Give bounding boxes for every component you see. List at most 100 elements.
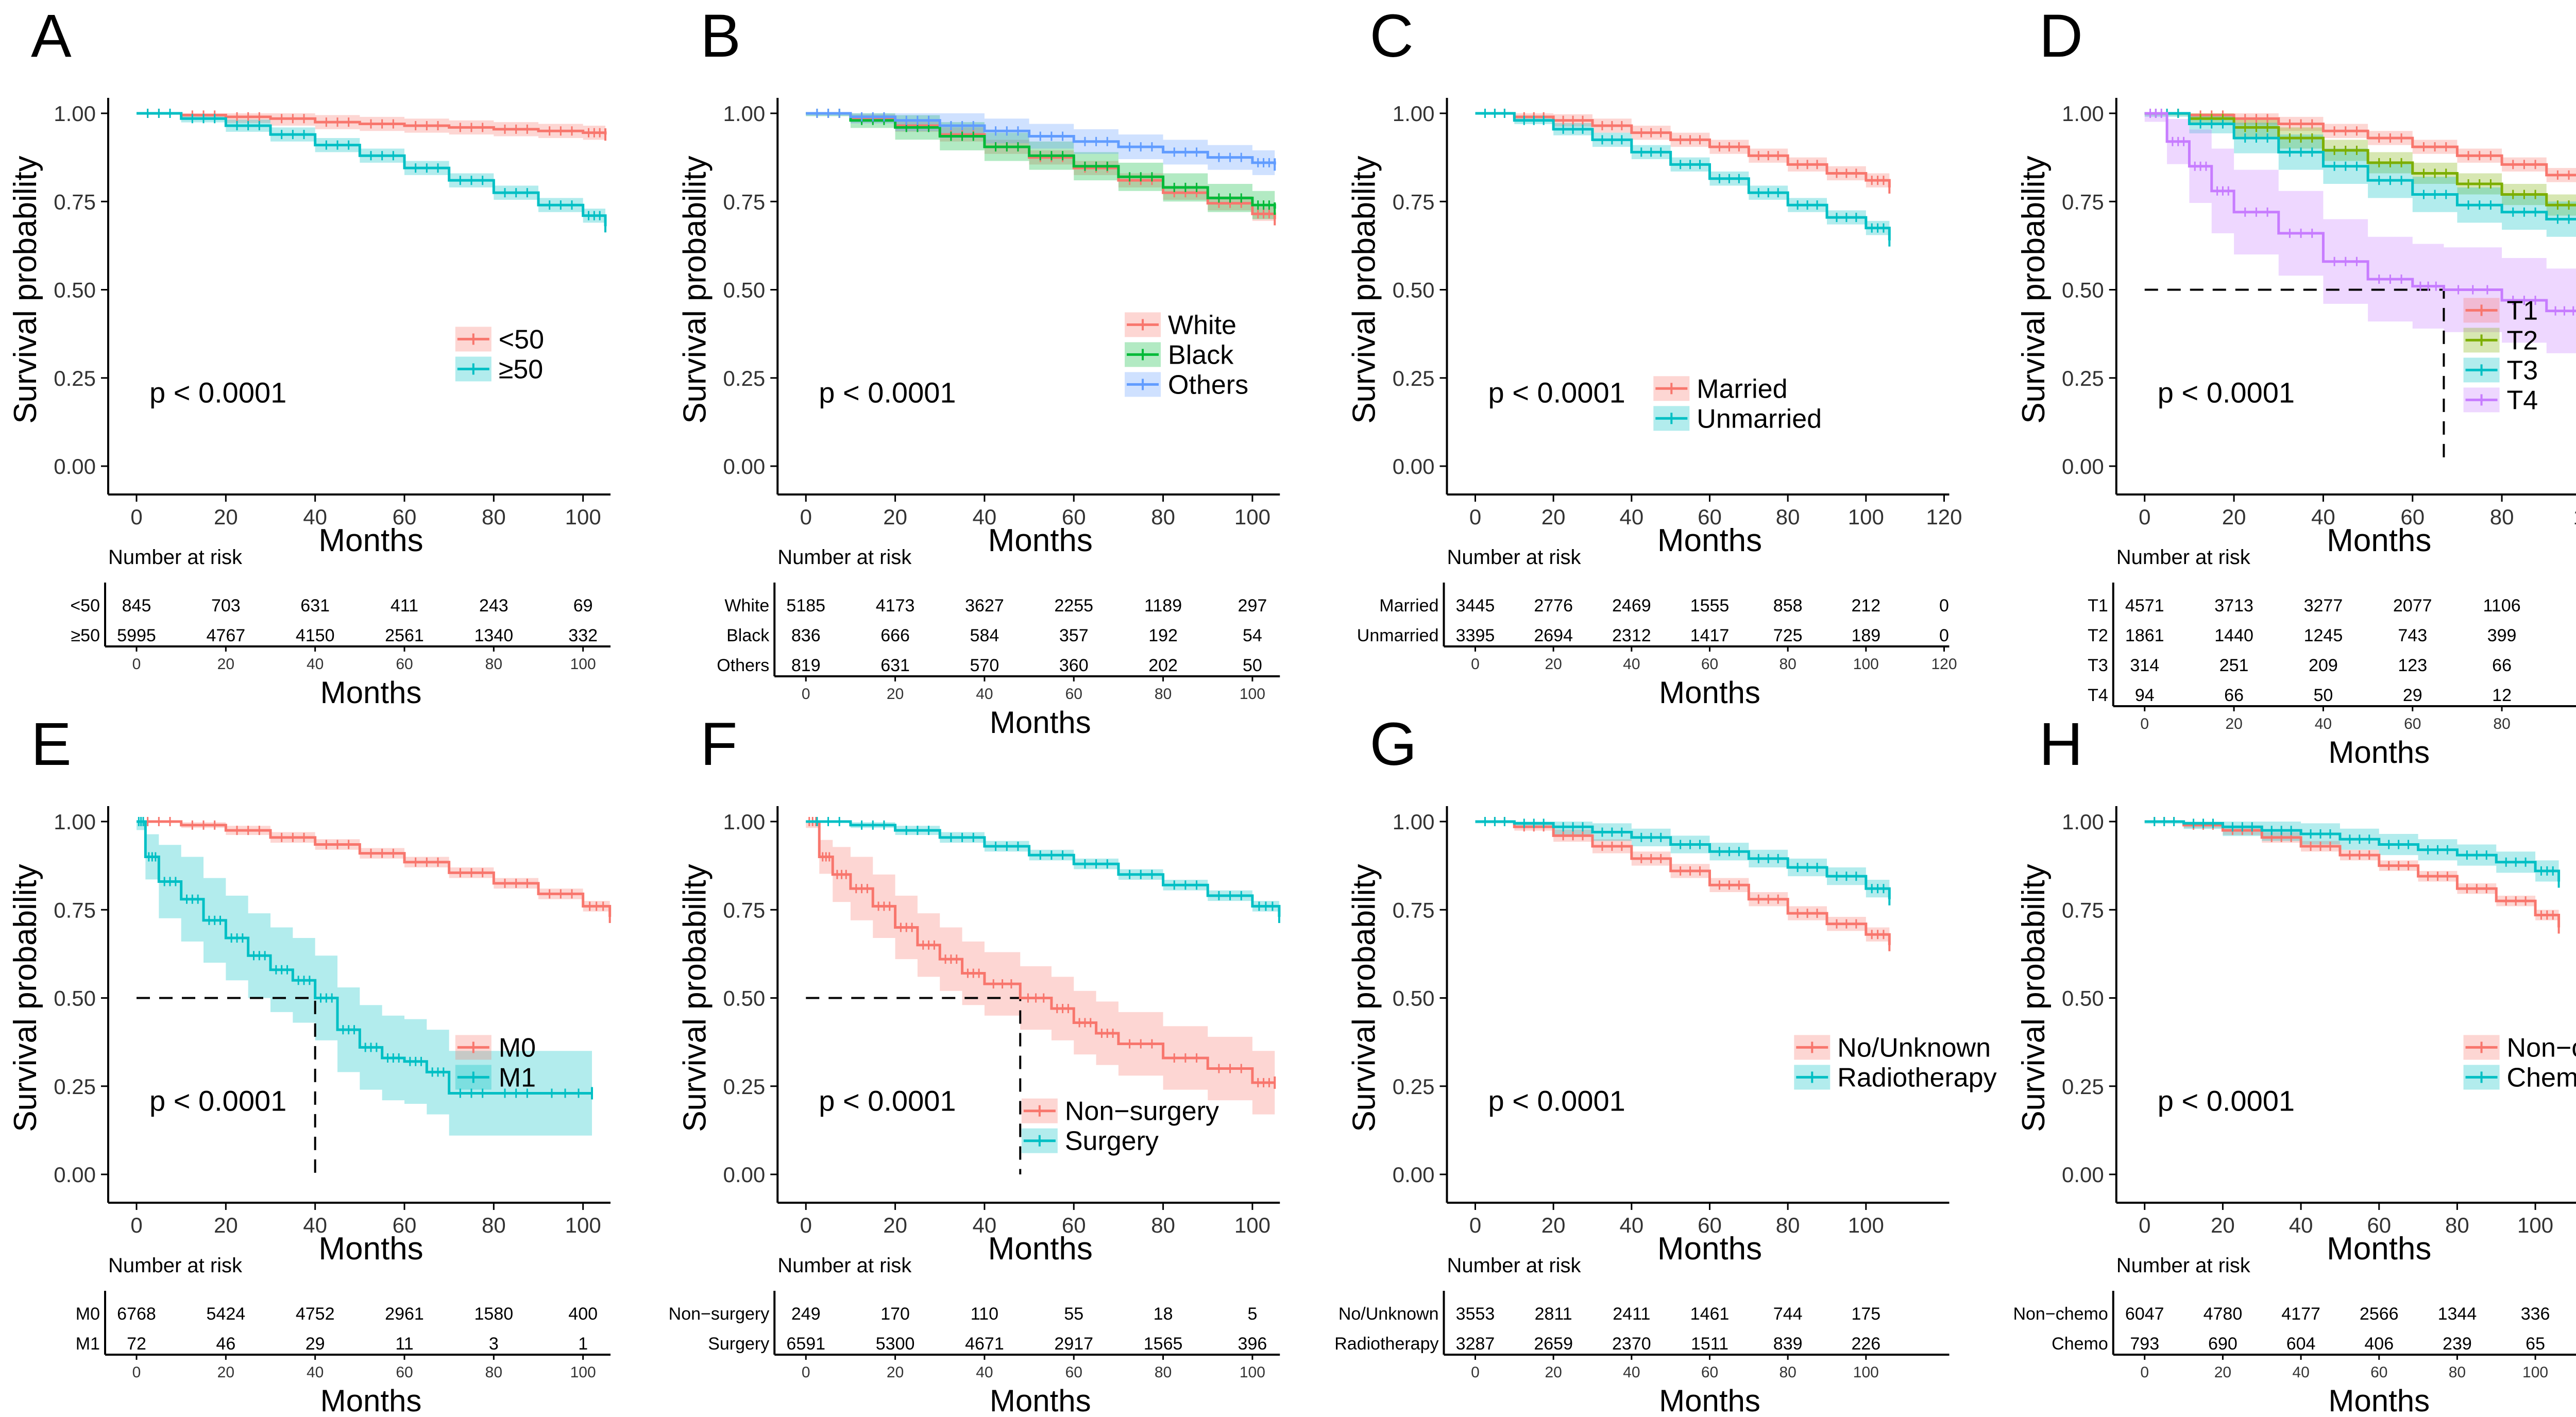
x-tick-label: 20 <box>883 505 907 529</box>
risk-cell: 2694 <box>1534 626 1573 645</box>
y-tick-label: 0.00 <box>723 1163 766 1187</box>
risk-x-tick-label: 100 <box>570 1364 596 1381</box>
risk-x-tick-label: 0 <box>1471 1364 1480 1381</box>
risk-cell: 1344 <box>2438 1304 2477 1324</box>
p-value: p < 0.0001 <box>1488 1085 1625 1117</box>
risk-cell: 1340 <box>474 626 514 645</box>
risk-cell: 3627 <box>965 596 1004 616</box>
risk-cell: 110 <box>971 1304 998 1324</box>
risk-x-tick-label: 40 <box>976 686 993 703</box>
series-line-2 <box>2144 112 2576 220</box>
y-axis-title: Survival probability <box>677 156 713 423</box>
risk-row-label: T2 <box>2088 626 2108 645</box>
risk-x-tick-label: 80 <box>1155 1364 1172 1381</box>
series-line-2 <box>806 112 1276 165</box>
x-tick-label: 40 <box>973 1213 997 1237</box>
x-tick-label: 0 <box>2139 505 2150 529</box>
risk-x-title: Months <box>1659 1384 1760 1417</box>
series-line-3 <box>2144 112 2576 313</box>
risk-cell: 4671 <box>965 1334 1004 1354</box>
risk-cell: 690 <box>2208 1334 2238 1354</box>
risk-x-tick-label: 80 <box>1779 656 1796 673</box>
y-tick-label: 0.00 <box>723 454 766 479</box>
y-tick-label: 0.75 <box>54 190 96 214</box>
risk-cell: 1417 <box>1690 626 1730 645</box>
x-tick-label: 100 <box>1848 1213 1884 1237</box>
risk-cell: 6047 <box>2125 1304 2164 1324</box>
panel-letter: F <box>700 710 737 778</box>
y-tick-label: 0.50 <box>2062 278 2104 302</box>
risk-x-tick-label: 40 <box>1623 656 1640 673</box>
risk-x-tick-label: 100 <box>1240 1364 1265 1381</box>
x-tick-label: 100 <box>2573 505 2576 529</box>
risk-table-title: Number at risk <box>1447 1254 1582 1277</box>
risk-cell: 170 <box>880 1304 910 1324</box>
p-value: p < 0.0001 <box>149 377 286 409</box>
risk-cell: 251 <box>2219 656 2249 675</box>
risk-x-tick-label: 40 <box>976 1364 993 1381</box>
x-tick-label: 100 <box>1848 505 1884 529</box>
x-axis-title: Months <box>988 1231 1093 1267</box>
p-value: p < 0.0001 <box>1488 377 1625 409</box>
risk-row-label: Married <box>1379 596 1438 616</box>
risk-cell: 2077 <box>2393 596 2432 616</box>
p-value: p < 0.0001 <box>819 377 956 409</box>
x-axis-title: Months <box>2327 523 2431 558</box>
panel-letter: E <box>31 710 72 778</box>
risk-row-label: White <box>724 596 769 616</box>
panel-letter: D <box>2039 2 2083 70</box>
risk-row-label: Radiotherapy <box>1334 1334 1438 1354</box>
y-tick-label: 1.00 <box>2062 810 2104 834</box>
risk-x-tick-label: 40 <box>307 1364 324 1381</box>
risk-cell: 226 <box>1851 1334 1880 1354</box>
risk-x-tick-label: 60 <box>396 656 413 673</box>
risk-x-tick-label: 20 <box>1545 656 1562 673</box>
risk-x-tick-label: 120 <box>1931 656 1957 673</box>
y-axis-title: Survival probability <box>677 864 713 1132</box>
y-tick-label: 0.00 <box>2062 454 2104 479</box>
legend-label: White <box>1168 310 1236 340</box>
risk-cell: 5995 <box>117 626 156 645</box>
risk-x-tick-label: 60 <box>1065 686 1082 703</box>
x-axis-title: Months <box>1657 1231 1762 1267</box>
x-axis-title: Months <box>2327 1231 2431 1267</box>
risk-cell: 202 <box>1148 656 1178 675</box>
panel-B: B 0.00 0.25 0.50 0.75 1.00 0 20 40 60 80 100 Months S… <box>677 2 1280 740</box>
x-tick-label: 0 <box>1469 1213 1481 1237</box>
risk-cell: 604 <box>2286 1334 2316 1354</box>
risk-cell: 1461 <box>1690 1304 1730 1324</box>
x-tick-label: 40 <box>2311 505 2335 529</box>
x-tick-label: 0 <box>130 1213 142 1237</box>
risk-cell: 3395 <box>1456 626 1495 645</box>
risk-row-label: T1 <box>2088 596 2108 616</box>
y-tick-label: 0.00 <box>54 454 96 479</box>
series-line-1 <box>137 112 607 227</box>
ci-band-1 <box>806 113 1275 223</box>
risk-cell: 3445 <box>1456 596 1495 616</box>
risk-cell: 2917 <box>1054 1334 1093 1354</box>
ci-band-0 <box>1475 113 1890 195</box>
x-tick-label: 20 <box>2211 1213 2235 1237</box>
y-axis-title: Survival probability <box>2016 864 2052 1132</box>
x-tick-label: 80 <box>482 1213 506 1237</box>
risk-cell: 6768 <box>117 1304 156 1324</box>
y-tick-label: 0.25 <box>723 1074 766 1099</box>
risk-x-tick-label: 40 <box>2315 715 2332 732</box>
panel-letter: C <box>1370 2 1414 70</box>
risk-x-title: Months <box>1659 675 1760 710</box>
risk-cell: 666 <box>880 626 910 645</box>
risk-cell: 5300 <box>876 1334 915 1354</box>
risk-cell: 836 <box>791 626 821 645</box>
risk-cell: 2659 <box>1534 1334 1573 1354</box>
risk-x-tick-label: 40 <box>307 656 324 673</box>
risk-cell: 3553 <box>1456 1304 1495 1324</box>
risk-cell: 1511 <box>1691 1334 1728 1354</box>
risk-cell: 50 <box>1243 656 1262 675</box>
risk-x-title: Months <box>320 675 422 710</box>
ci-band-1 <box>2144 113 2576 216</box>
ci-band-0 <box>2144 113 2576 182</box>
y-tick-label: 0.00 <box>2062 1163 2104 1187</box>
y-tick-label: 0.25 <box>1393 366 1435 390</box>
legend-label: T1 <box>2507 296 2538 326</box>
risk-cell: 239 <box>2443 1334 2472 1354</box>
